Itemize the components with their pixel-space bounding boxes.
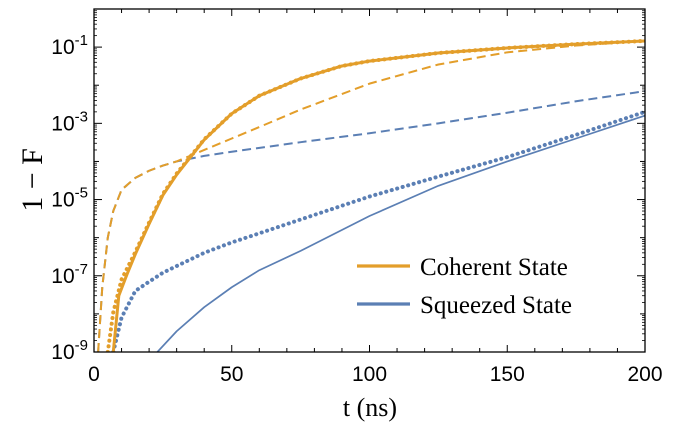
- x-tick-label: 50: [220, 363, 243, 386]
- y-axis-title: 1 − F: [16, 148, 49, 212]
- series-line-0: [111, 39, 645, 352]
- labels-layer: 0 50 100 150 200 10-9 10-7 10-5 10-3 10-1: [51, 32, 662, 386]
- legend-label-squeezed: Squeezed State: [420, 292, 572, 319]
- series-layer: [97, 38, 645, 352]
- x-tick-label: 100: [352, 363, 387, 386]
- y-tick-label: 10-1: [51, 32, 88, 59]
- x-tick-label: 150: [490, 363, 525, 386]
- series-line-4: [111, 109, 645, 352]
- legend-label-coherent: Coherent State: [420, 254, 568, 281]
- plot-area: [94, 9, 645, 352]
- plot-frame: [93, 8, 646, 353]
- y-tick-label: 10-5: [51, 185, 88, 212]
- y-tick-label: 10-3: [51, 108, 88, 135]
- y-tick-label: 10-7: [51, 261, 88, 288]
- series-line-3: [156, 114, 645, 352]
- x-tick-label: 200: [627, 363, 662, 386]
- y-tick-label: 10-9: [51, 337, 88, 364]
- legend: Coherent State Squeezed State: [357, 254, 572, 319]
- x-axis-title: t (ns): [343, 393, 397, 422]
- x-tick-label: 0: [88, 363, 100, 386]
